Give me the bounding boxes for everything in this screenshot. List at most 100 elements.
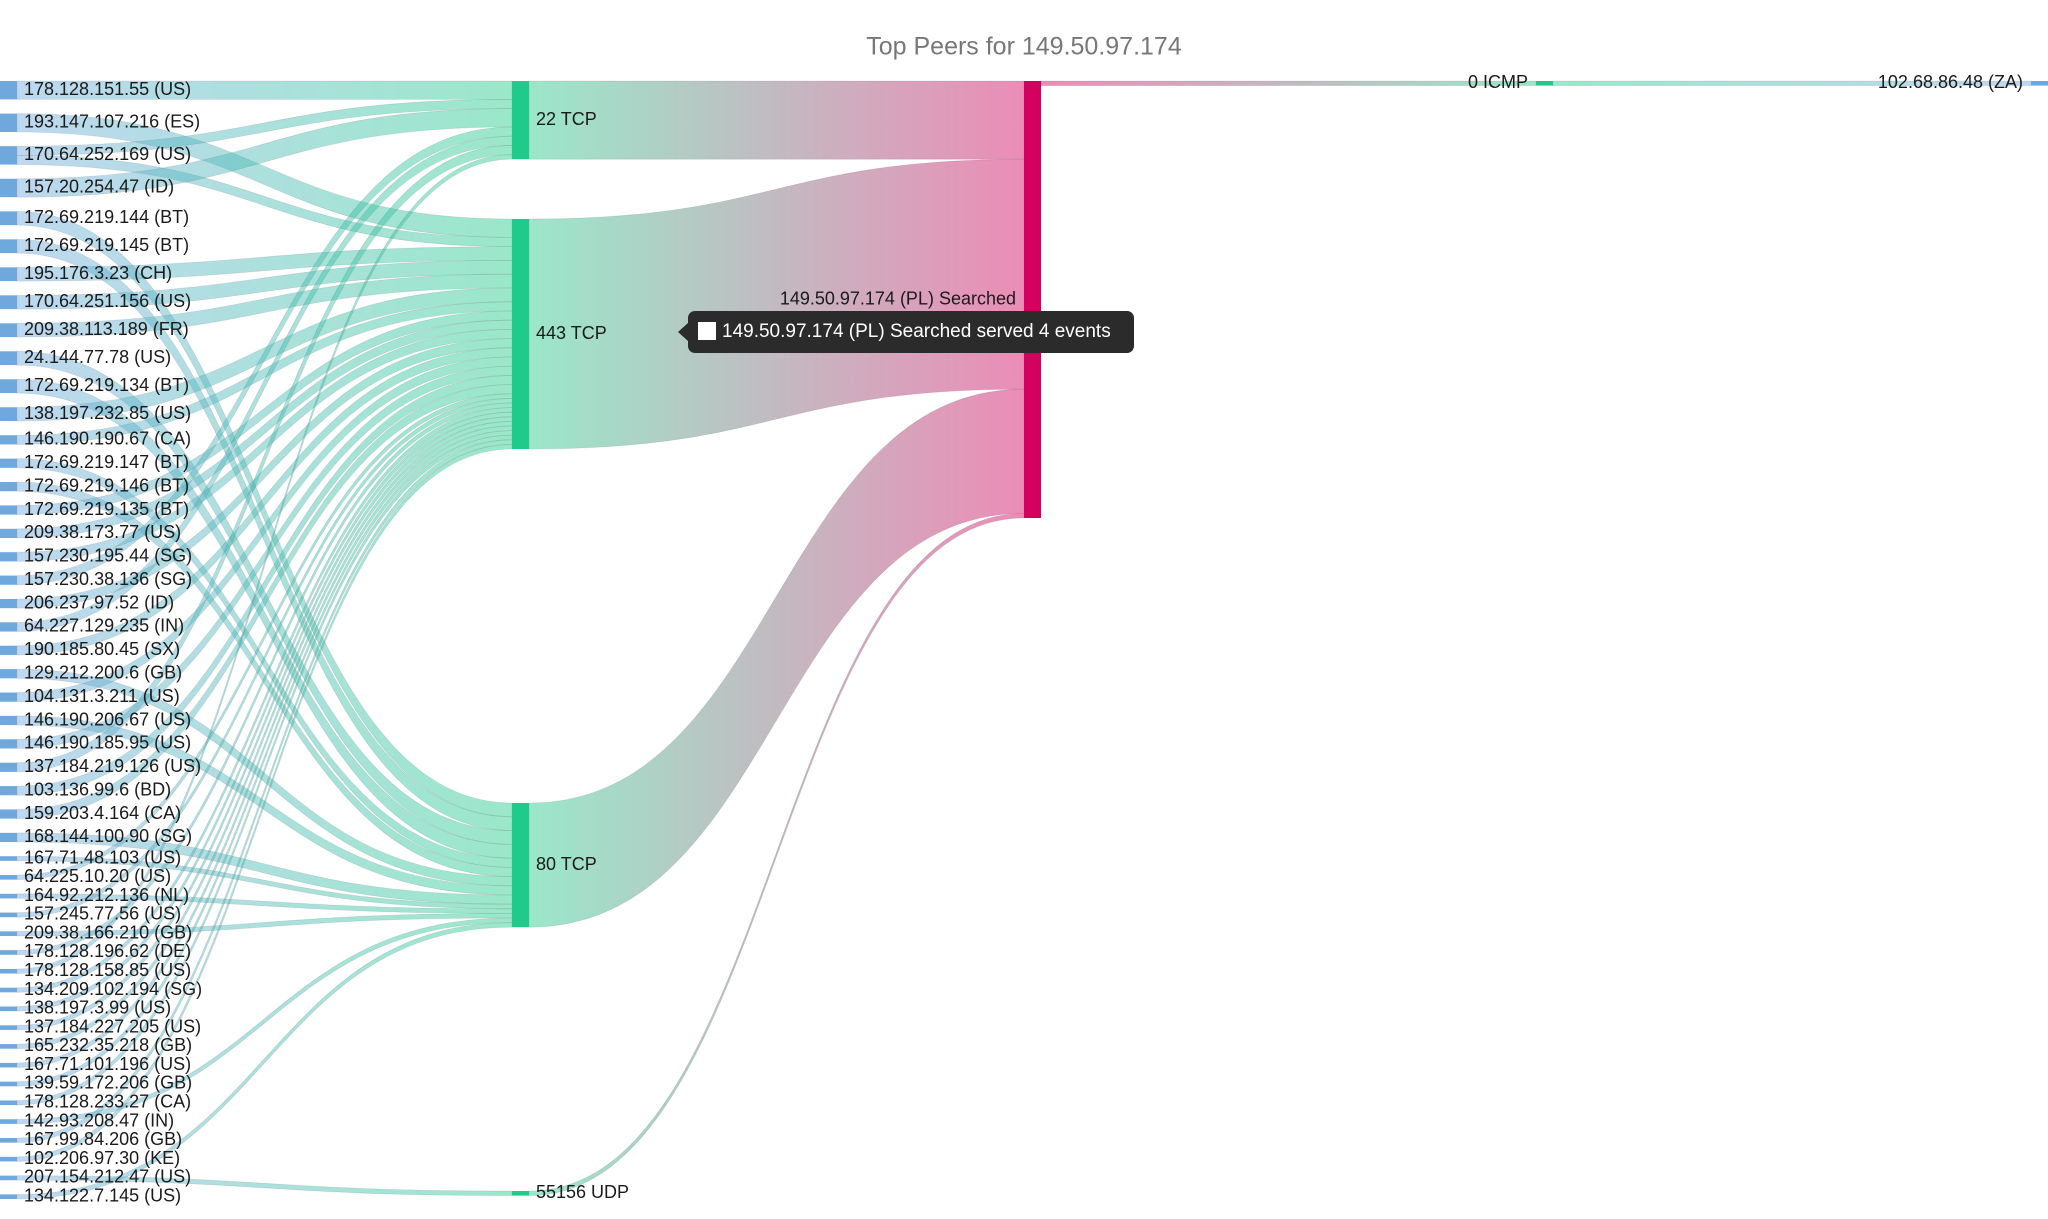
node: [0, 715, 17, 726]
nodes: 178.128.151.55 (US) 193.147.107.216 (ES) 1…: [0, 72, 2048, 1205]
node: [0, 912, 17, 918]
node: [0, 739, 17, 749]
node-label: 134.209.102.194 (SG): [24, 979, 202, 999]
node-label: 195.176.3.23 (CH): [24, 263, 172, 283]
node-label: 178.128.233.27 (CA): [24, 1092, 191, 1112]
node: [0, 1175, 17, 1181]
node: [0, 379, 17, 394]
node: [0, 645, 17, 655]
node: [0, 1006, 17, 1012]
node: [0, 1081, 17, 1087]
node: [0, 762, 17, 772]
node: [0, 575, 17, 585]
node-label: 102.206.97.30 (KE): [24, 1148, 180, 1168]
node: [0, 987, 17, 993]
node: [0, 950, 17, 955]
node-label: 170.64.251.156 (US): [24, 291, 191, 311]
node: [0, 692, 17, 702]
node-label: 103.136.99.6 (BD): [24, 779, 171, 799]
node: [0, 1100, 17, 1106]
node: [0, 458, 17, 468]
node-label: 134.122.7.145 (US): [24, 1185, 181, 1205]
tooltip: 149.50.97.174 (PL) Searched served 4 eve…: [678, 311, 1134, 353]
node: [0, 968, 17, 974]
node-label: 55156 UDP: [536, 1182, 629, 1202]
node: [1536, 81, 1553, 86]
node-label: 129.212.200.6 (GB): [24, 662, 182, 682]
node: [0, 809, 17, 819]
node-label: 167.71.101.196 (US): [24, 1054, 191, 1074]
node: [0, 113, 17, 132]
node: [0, 1138, 17, 1143]
node: [0, 505, 17, 515]
node-label: 146.190.190.67 (CA): [24, 429, 191, 449]
node: [0, 786, 17, 796]
node-label: 178.128.158.85 (US): [24, 960, 191, 980]
node: [0, 323, 17, 338]
node: [0, 295, 17, 310]
node: [0, 178, 17, 198]
node-label: 157.230.38.136 (SG): [24, 569, 192, 589]
node-label: 172.69.219.146 (BT): [24, 475, 189, 495]
chart-title: Top Peers for 149.50.97.174: [866, 33, 1182, 61]
node-label: 138.197.3.99 (US): [24, 998, 171, 1018]
node-label: 64.225.10.20 (US): [24, 866, 171, 886]
node: [0, 81, 17, 100]
node: [512, 803, 529, 928]
node-label: 159.203.4.164 (CA): [24, 803, 181, 823]
node-label: 104.131.3.211 (US): [24, 686, 180, 706]
node: [0, 407, 17, 422]
node-label: 157.20.254.47 (ID): [24, 177, 174, 197]
node: [0, 1025, 17, 1030]
node-label: 443 TCP: [536, 323, 607, 343]
node: [0, 528, 17, 538]
node: [0, 931, 17, 936]
node-label: 102.68.86.48 (ZA): [1878, 72, 2023, 92]
link: [528, 388, 1025, 928]
node: [0, 435, 17, 445]
node: [0, 1044, 17, 1049]
node: [0, 856, 17, 861]
node-label: 157.245.77.56 (US): [24, 904, 181, 924]
node: [0, 669, 17, 679]
node-label: 80 TCP: [536, 854, 597, 874]
node: [512, 1191, 529, 1196]
node-label: 178.128.151.55 (US): [24, 79, 191, 99]
node: [512, 81, 529, 160]
node-label: 170.64.252.169 (US): [24, 144, 191, 164]
node-label: 149.50.97.174 (PL) Searched: [780, 288, 1016, 308]
node-label: 139.59.172.206 (GB): [24, 1073, 192, 1093]
node-label: 172.69.219.145 (BT): [24, 235, 189, 255]
node-label: 22 TCP: [536, 109, 597, 129]
tooltip-text: 149.50.97.174 (PL) Searched served 4 eve…: [722, 321, 1111, 342]
node: [512, 219, 529, 449]
node: [0, 267, 17, 282]
node-label: 207.154.212.47 (US): [24, 1167, 191, 1187]
node: [0, 1062, 17, 1068]
node-label: 137.184.227.205 (US): [24, 1016, 201, 1036]
links: [16, 80, 2032, 1200]
node-label: 172.69.219.135 (BT): [24, 499, 189, 519]
link: [1040, 80, 1537, 87]
node-label: 146.190.206.67 (US): [24, 709, 191, 729]
node-label: 168.144.100.90 (SG): [24, 826, 192, 846]
tooltip-swatch: [698, 322, 716, 340]
node-label: 190.185.80.45 (SX): [24, 639, 180, 659]
node-label: 209.38.113.189 (FR): [24, 319, 189, 339]
node: [0, 351, 17, 366]
node-label: 172.69.219.147 (BT): [24, 452, 189, 472]
node: [0, 1119, 17, 1124]
node-label: 193.147.107.216 (ES): [24, 112, 200, 132]
node: [0, 211, 17, 226]
node-label: 142.93.208.47 (IN): [24, 1110, 174, 1130]
node: [0, 1194, 17, 1199]
node-label: 157.230.195.44 (SG): [24, 546, 192, 566]
node-label: 165.232.35.218 (GB): [24, 1035, 192, 1055]
node-label: 137.184.219.126 (US): [24, 756, 201, 776]
node-label: 24.144.77.78 (US): [24, 347, 171, 367]
node-label: 64.227.129.235 (IN): [24, 616, 184, 636]
node-label: 172.69.219.144 (BT): [24, 207, 189, 227]
node-label: 209.38.166.210 (GB): [24, 922, 192, 942]
